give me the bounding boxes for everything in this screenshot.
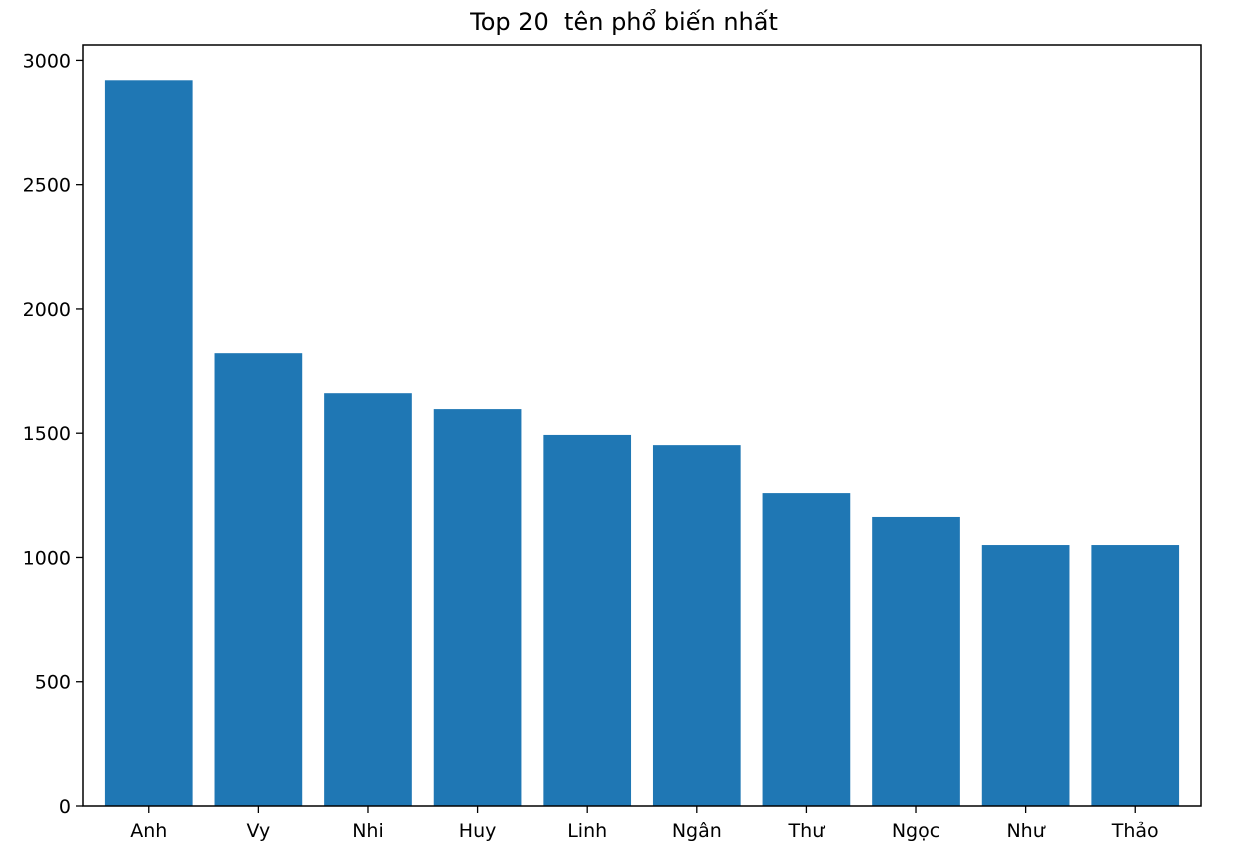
x-tick-label: Thư	[788, 820, 826, 842]
x-axis: Anh Vy Nhi Huy Linh Ngân Thư Ngọc Như Thảo	[130, 806, 1159, 842]
y-axis: 0 500 1000 1500 2000 2500 3000	[23, 50, 83, 818]
y-tick-label: 500	[35, 672, 71, 694]
bar-0	[104, 80, 193, 806]
y-tick-label: 1500	[23, 423, 71, 445]
x-tick-label: Như	[1006, 820, 1045, 842]
x-tick-label: Ngọc	[892, 820, 940, 842]
x-tick-label: Linh	[567, 820, 607, 842]
bar-6	[762, 493, 851, 806]
bar-8	[981, 545, 1070, 806]
x-tick-label: Anh	[130, 820, 167, 842]
bar-2	[324, 393, 412, 806]
x-tick-label: Ngân	[672, 820, 722, 842]
y-tick-label: 2500	[23, 175, 71, 197]
bar-5	[652, 445, 741, 806]
y-tick-label: 0	[59, 796, 71, 818]
bar-3	[433, 409, 522, 806]
y-tick-label: 1000	[23, 547, 71, 569]
chart-title: Top 20 tên phổ biến nhất	[470, 8, 778, 36]
bar-7	[872, 516, 960, 806]
x-tick-label: Vy	[247, 820, 271, 842]
bar-9	[1091, 545, 1180, 806]
plot-frame	[82, 44, 1202, 807]
x-tick-label: Huy	[459, 820, 497, 842]
bars-group	[104, 80, 1180, 806]
x-tick-label: Thảo	[1111, 820, 1159, 842]
bar-4	[543, 434, 632, 806]
y-tick-label: 3000	[23, 50, 71, 72]
bar-1	[214, 353, 303, 806]
y-tick-label: 2000	[23, 299, 71, 321]
x-tick-label: Nhi	[352, 820, 384, 842]
